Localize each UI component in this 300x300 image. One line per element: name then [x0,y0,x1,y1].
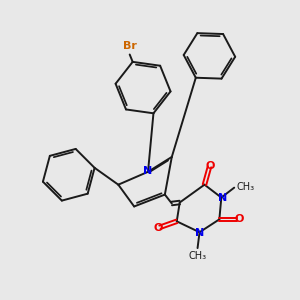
Text: N: N [218,193,227,202]
Text: O: O [235,214,244,224]
Text: N: N [143,166,153,176]
Text: O: O [153,223,163,233]
Text: Br: Br [123,40,136,51]
Text: N: N [195,228,204,238]
Text: O: O [206,161,215,171]
Text: CH₃: CH₃ [188,251,207,261]
Text: CH₃: CH₃ [236,182,254,192]
